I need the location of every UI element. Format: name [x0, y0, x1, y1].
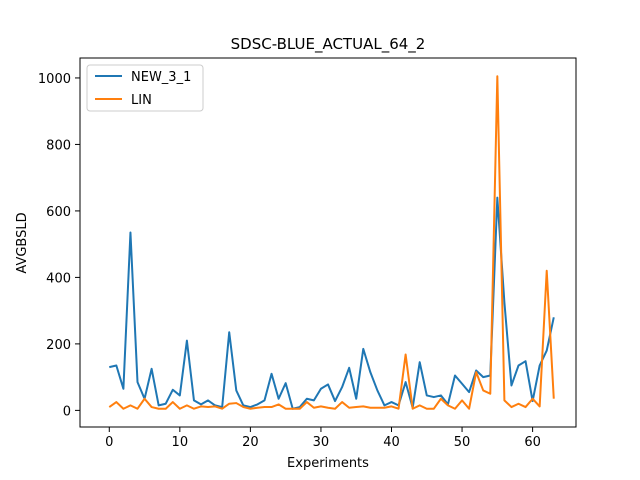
legend: NEW_3_1 LIN	[86, 64, 204, 112]
plot-area	[79, 57, 577, 428]
series-lines	[108, 75, 555, 410]
x-tick-label: 20	[242, 435, 259, 450]
y-tick-label: 600	[46, 205, 71, 220]
x-tick-label: 60	[524, 435, 541, 450]
legend-label-new-3-1: NEW_3_1	[131, 70, 191, 85]
x-axis-label: Experiments	[287, 456, 369, 471]
y-tick-label: 1000	[38, 72, 71, 87]
x-axis: 0 10 20 30 40 50 60	[105, 427, 541, 450]
x-tick-label: 30	[313, 435, 330, 450]
y-axis: 0 200 400 600 800 1000	[38, 72, 80, 419]
x-tick-label: 40	[383, 435, 400, 450]
y-tick-label: 800	[46, 138, 71, 153]
series-line-lin	[108, 75, 555, 410]
chart-title: SDSC-BLUE_ACTUAL_64_2	[231, 35, 426, 54]
y-tick-label: 400	[46, 271, 71, 286]
y-axis-label: AVGBSLD	[15, 212, 30, 273]
legend-label-lin: LIN	[131, 93, 152, 108]
plot-frame	[79, 57, 577, 428]
y-tick-label: 0	[63, 404, 71, 419]
x-tick-label: 10	[172, 435, 189, 450]
y-tick-label: 200	[46, 338, 71, 353]
x-tick-label: 50	[454, 435, 471, 450]
series-line-new-3-1	[109, 196, 555, 410]
x-tick-label: 0	[105, 435, 113, 450]
